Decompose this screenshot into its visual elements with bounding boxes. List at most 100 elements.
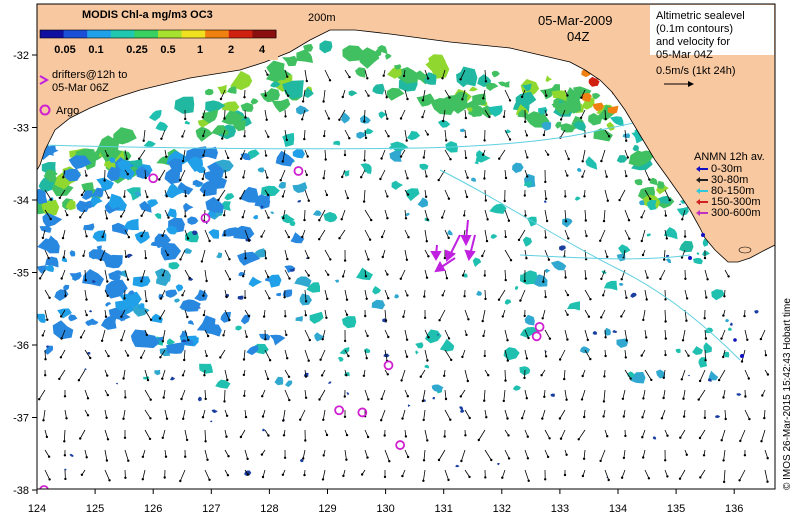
chl-patch [550,393,555,397]
colorbar-tick-label: 0.1 [88,44,103,56]
chl-patch [294,276,312,288]
velocity-arrow [402,409,406,419]
chl-patch [109,157,116,163]
chl-patch [270,81,281,88]
velocity-arrow [504,209,510,221]
y-tick-label: -33 [13,123,29,135]
chl-patch [103,254,123,269]
chl-patch [37,188,48,205]
velocity-arrow [104,269,108,282]
velocity-arrow [43,409,46,421]
velocity-arrow [104,469,110,481]
chl-patch [183,202,194,213]
velocity-arrow [401,369,406,381]
chl-patch [154,213,162,219]
velocity-arrow [460,69,466,80]
contour-line [439,169,741,361]
argo-float-marker [534,321,545,332]
velocity-arrow [624,149,629,158]
x-tick-label: 128 [260,503,278,515]
velocity-arrow [284,249,288,260]
chl-patch [227,86,237,94]
velocity-arrow [84,289,87,300]
chl-patch [715,415,721,418]
velocity-arrow [424,429,428,441]
chl-patch [504,299,512,305]
velocity-arrow [604,109,607,119]
chl-patch [39,226,52,233]
velocity-arrow [624,369,631,379]
chl-patch [113,127,137,145]
velocity-arrow [641,429,646,438]
velocity-arrow [80,329,86,338]
velocity-arrow [264,249,267,259]
colorbar-tick-label: 0.5 [160,44,175,56]
velocity-arrow [761,429,766,442]
velocity-arrow [524,369,526,378]
colorbar-title: MODIS Chl-a mg/m3 OC3 [82,9,213,21]
velocity-arrow [160,349,166,358]
chl-patch [222,101,240,113]
chl-patch [346,392,350,395]
velocity-arrow [504,89,511,101]
chl-patch [202,109,219,124]
velocity-arrow [318,229,326,240]
velocity-arrow [183,349,186,361]
velocity-arrow [559,349,566,360]
velocity-arrow [599,229,606,241]
velocity-arrow [284,129,288,140]
chl-patch [417,197,429,208]
velocity-arrow [384,289,389,299]
velocity-arrow [644,289,648,300]
velocity-arrow [364,209,372,221]
chl-patch [544,200,547,203]
velocity-arrow [560,109,566,120]
sealevel-note-line4: 05-Mar 04Z [656,49,713,61]
velocity-arrow [524,469,530,481]
velocity-arrow [584,349,591,360]
argo-float-marker [293,166,304,176]
velocity-arrow [124,449,129,461]
chl-patch [512,385,521,391]
velocity-arrow [381,389,386,400]
chl-patch [306,282,320,293]
velocity-arrow [384,449,390,462]
chl-patch [285,380,293,388]
chl-patch [573,120,586,132]
chl-patch [210,420,213,423]
velocity-arrow [582,149,586,162]
velocity-arrow [462,89,466,100]
chl-patch [708,370,719,381]
chl-patch [82,190,93,200]
chl-patch [271,98,291,113]
velocity-arrow [619,189,626,201]
velocity-arrow [444,469,449,481]
chl-patch [187,216,199,225]
velocity-arrow [563,369,566,380]
velocity-arrow [63,429,66,442]
velocity-arrow [624,209,630,221]
chl-patch [415,342,424,349]
velocity-arrow [384,309,387,321]
velocity-arrow [718,369,726,381]
velocity-arrow [304,329,311,341]
chl-patch [503,347,520,361]
velocity-arrow [44,209,52,220]
chl-patch [695,349,703,354]
velocity-arrow [564,229,569,239]
velocity-arrow [79,429,86,439]
velocity-arrow [444,89,450,98]
velocity-arrow [600,309,606,318]
x-axis-ticks: 124 125 126 127 128 129 130 131 132 133 134 135 136 [28,489,743,515]
velocity-arrow [683,389,686,399]
velocity-arrow [144,409,151,419]
chl-patch [604,327,611,336]
chl-patch [676,206,689,216]
chl-patch [167,158,183,174]
velocity-arrow [304,349,310,361]
velocity-arrow [664,309,666,322]
velocity-arrow [400,109,406,119]
velocity-arrow [58,369,66,380]
argo-floats [39,166,545,489]
chl-patch [143,376,150,380]
